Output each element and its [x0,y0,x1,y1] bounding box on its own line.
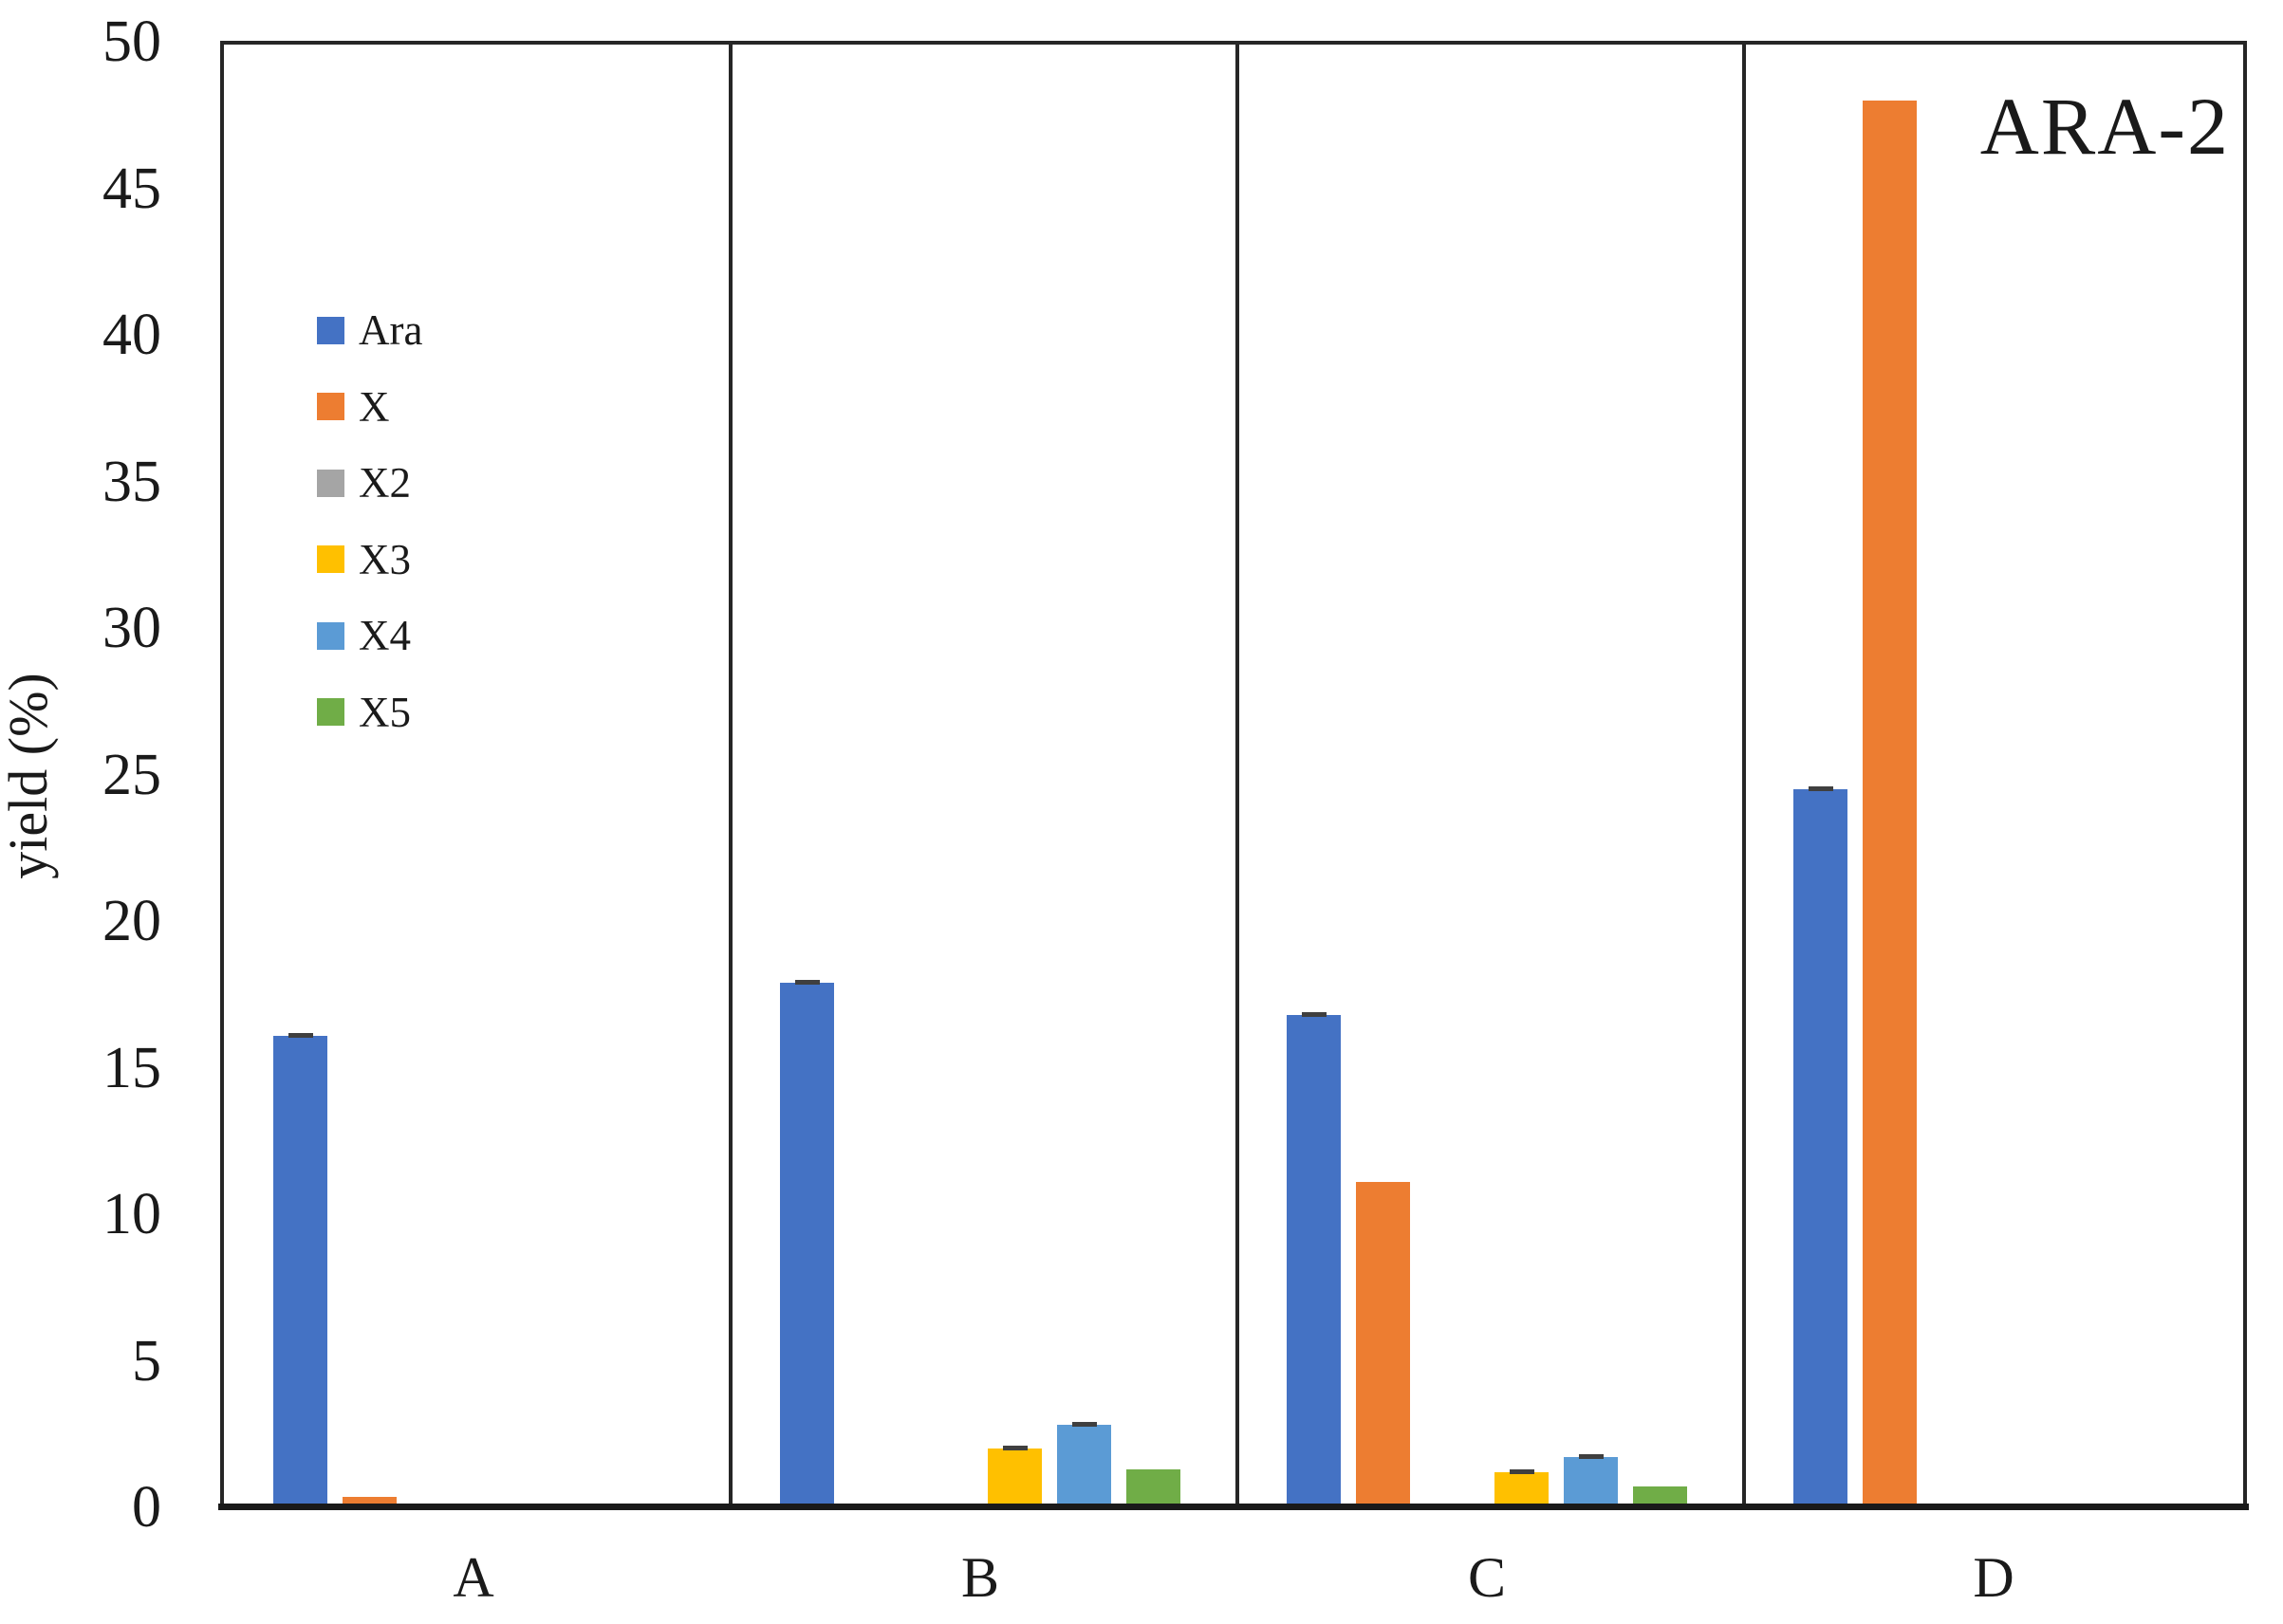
x-axis-line [218,1504,2249,1510]
error-bar-ara-C [1301,1011,1327,1017]
bar-x5-B [1126,1468,1180,1507]
legend-label-ara: Ara [359,306,423,354]
y-tick-label: 20 [102,889,161,953]
legend-item-x2: X2 [317,459,411,507]
y-tick-label: 15 [102,1035,161,1100]
y-tick-label: 10 [102,1182,161,1246]
bar-x3-B [988,1449,1042,1507]
y-tick-label: 50 [102,9,161,74]
y-tick-label: 25 [102,742,161,807]
legend-label-x3: X3 [359,535,411,583]
legend-swatch-x2 [317,469,344,497]
error-bar-x3-C [1509,1468,1534,1474]
bar-x4-C [1564,1457,1618,1507]
x-tick-label-A: A [453,1546,494,1609]
bar-x5-C [1633,1486,1687,1507]
bar-x-A [343,1497,397,1507]
x-tick-label-C: C [1467,1546,1507,1609]
chart-title: ARA-2 [1979,81,2230,172]
bar-x4-B [1057,1425,1111,1507]
legend-label-x2: X2 [359,459,411,507]
panel-divider [729,45,733,1506]
legend-label-x: X [359,382,390,431]
y-tick-label: 45 [102,156,161,221]
error-bar-x3-B [1002,1446,1028,1451]
error-bar-x4-B [1071,1422,1097,1428]
bar-ara-B [780,982,834,1507]
y-tick-label: 30 [102,596,161,660]
legend-swatch-x4 [317,621,344,650]
legend-item-x5: X5 [317,688,411,736]
bar-x3-C [1494,1471,1549,1507]
bar-ara-D [1793,788,1847,1507]
legend-label-x4: X4 [359,612,411,659]
legend-swatch-x5 [317,698,344,726]
legend-swatch-x [317,393,344,420]
legend-item-x3: X3 [317,535,411,583]
bar-ara-A [273,1035,327,1507]
legend-label-x5: X5 [359,688,411,736]
error-bar-x4-C [1578,1454,1604,1460]
bar-x-D [1863,100,1917,1507]
y-tick-label: 5 [132,1328,161,1393]
y-tick-label: 0 [132,1475,161,1540]
legend-item-x4: X4 [317,612,411,659]
x-tick-label-B: B [960,1546,1000,1609]
legend-swatch-ara [317,316,344,344]
y-tick-label: 40 [102,303,161,367]
error-bar-ara-B [794,979,820,985]
panel-divider [1235,45,1239,1506]
error-bar-ara-D [1808,785,1833,791]
plot-area [220,41,2247,1510]
y-tick-label: 35 [102,449,161,514]
panel-divider [1742,45,1746,1506]
legend-item-x: X [317,382,390,431]
error-bar-ara-A [288,1032,313,1038]
x-tick-label-D: D [1973,1546,2014,1609]
legend-item-ara: Ara [317,306,423,354]
bar-ara-C [1287,1014,1341,1507]
legend-swatch-x3 [317,545,344,573]
bar-x-C [1356,1182,1410,1507]
